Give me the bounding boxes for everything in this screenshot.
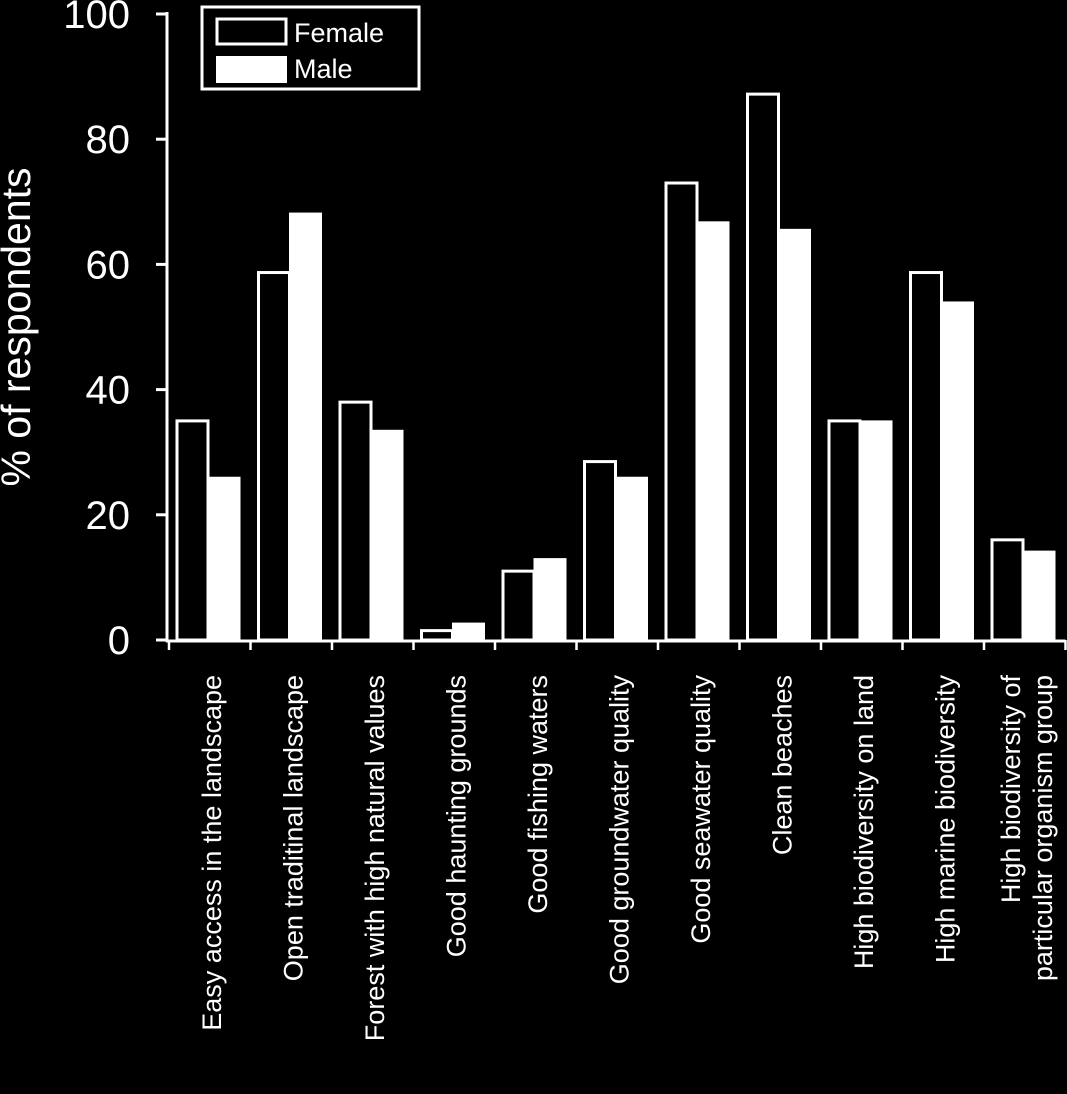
bar-female — [664, 181, 699, 642]
x-tick-label: Good haunting grounds — [441, 675, 471, 957]
bar-male — [1022, 550, 1056, 641]
x-tick-label-line: Easy access in the landscape — [197, 675, 227, 1031]
x-tick-label-line: particular organism group — [1028, 675, 1058, 981]
x-tick-label: Good fishing waters — [523, 675, 553, 914]
x-tick-label-line: Good haunting grounds — [441, 675, 471, 957]
legend-swatch-female — [215, 17, 288, 46]
bar-male — [370, 429, 404, 641]
x-tick-label-line: High biodiversity on land — [849, 675, 879, 969]
bar-female — [175, 419, 210, 642]
plot-area: 0 20 40 60 80 100 Easy access in the landscape… — [63, 0, 1067, 1041]
bar-male — [859, 420, 893, 641]
x-tick-label-line: Open traditinal landscape — [278, 675, 308, 981]
bar-male — [696, 221, 730, 641]
x-tick-label: Good seawater quality — [686, 675, 716, 944]
legend-label-female: Female — [294, 18, 384, 48]
x-tick-label: Forest with high natural values — [360, 675, 390, 1041]
bar-female — [827, 419, 862, 642]
legend-label-male: Male — [294, 54, 353, 84]
bar-female — [257, 271, 291, 642]
x-tick-label: Good groundwater quality — [604, 675, 634, 985]
bar-male — [452, 622, 485, 641]
bar-female — [420, 629, 454, 642]
y-tick-label: 20 — [86, 494, 131, 538]
x-tick-label: High biodiversity on land — [849, 675, 879, 969]
bar-male — [778, 228, 811, 641]
bar-male — [207, 476, 241, 641]
y-tick-label: 40 — [86, 369, 131, 413]
legend-swatch-male — [216, 56, 287, 83]
bar-male — [533, 558, 567, 641]
bar-female — [909, 271, 943, 642]
x-tick-label-line: Good groundwater quality — [604, 675, 634, 985]
bar-female — [583, 460, 617, 642]
x-tick-label: Open traditinal landscape — [278, 675, 308, 981]
y-tick-label: 80 — [86, 118, 131, 162]
x-tick-label-line: Good seawater quality — [686, 675, 716, 944]
y-axis-label: % of respondents — [0, 167, 39, 486]
legend: Female Male — [200, 5, 421, 91]
bar-male — [941, 301, 974, 641]
bar-female — [990, 538, 1025, 642]
bar-female — [501, 569, 536, 642]
x-tick-label-line: High marine biodiversity — [930, 675, 960, 964]
x-tick-label: Easy access in the landscape — [197, 675, 227, 1031]
bar-male — [289, 212, 322, 641]
x-tick-label: Clean beaches — [767, 675, 797, 855]
x-tick-label: High marine biodiversity — [930, 675, 960, 964]
y-tick-label: 60 — [86, 243, 131, 287]
x-tick-label-line: Good fishing waters — [523, 675, 553, 914]
x-tick-label-line: High biodiversity of — [996, 675, 1026, 904]
x-tick-label: High biodiversity of particular organism … — [996, 675, 1058, 982]
y-tick-label: 100 — [63, 0, 130, 37]
y-tick-label: 0 — [108, 619, 130, 663]
bar-female — [338, 400, 373, 642]
bar-male — [615, 476, 648, 641]
bar-female — [746, 92, 780, 642]
x-tick-label-line: Forest with high natural values — [360, 675, 390, 1041]
x-tick-label-line: Clean beaches — [767, 675, 797, 855]
